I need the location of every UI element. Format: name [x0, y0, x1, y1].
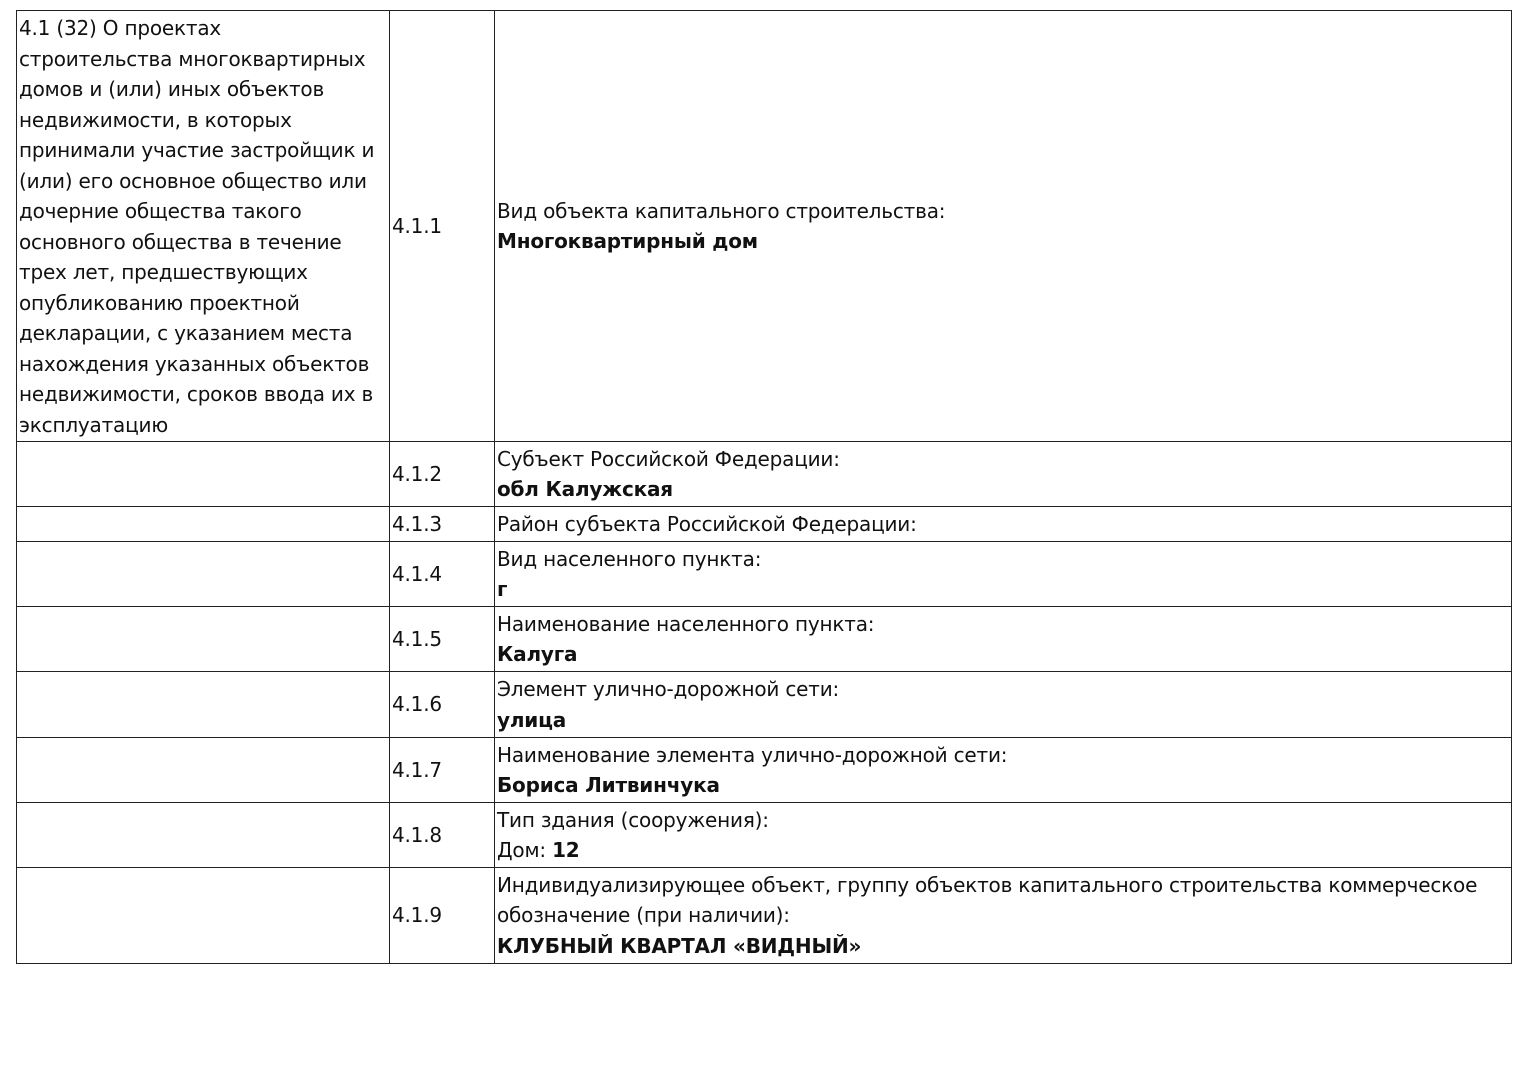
row-number: 4.1.7 [389, 737, 495, 803]
table-row: 4.1.7 Наименование элемента улично-дорож… [16, 737, 1512, 803]
table-row: 4.1.8 Тип здания (сооружения): Дом: 12 [16, 802, 1512, 868]
title-line: основного общества в течение [19, 229, 342, 254]
title-line: недвижимости, сроков ввода их в [19, 382, 374, 406]
title-line: строительства многоквартирных [19, 46, 366, 71]
row-number: 4.1.4 [389, 541, 495, 607]
row-number: 4.1.1 [389, 10, 495, 442]
row-value: Калуга [497, 642, 578, 666]
row-content: Район субъекта Российской Федерации: [494, 506, 1512, 542]
title-line: 4.1 (32) О проектах [19, 16, 222, 40]
row-number: 4.1.9 [389, 867, 495, 964]
row-label: Субъект Российской Федерации: [497, 446, 840, 471]
row-value: Многоквартирный дом [497, 229, 758, 253]
row-content: Элемент улично-дорожной сети: улица [494, 671, 1512, 738]
row-number: 4.1.8 [389, 802, 495, 868]
project-info-table: 4.1 (32) О проектах строительства многок… [16, 10, 1512, 964]
empty-cell [16, 506, 390, 542]
empty-cell [16, 541, 390, 607]
title-line: эксплуатацию [19, 412, 168, 437]
table-row: 4.1.9 Индивидуализирующее объект, группу… [16, 867, 1512, 964]
row-content: Вид объекта капитального строительства: … [494, 10, 1512, 442]
value-prefix: Дом: [497, 838, 546, 862]
empty-cell [16, 606, 390, 672]
title-line: домов и (или) иных объектов [19, 77, 325, 101]
row-label: Наименование элемента улично-дорожной се… [497, 742, 1008, 767]
title-line: недвижимости, в которых [19, 107, 292, 132]
row-value: Бориса Литвинчука [497, 773, 720, 797]
title-line: принимали участие застройщик и [19, 138, 375, 162]
row-label: Элемент улично-дорожной сети: [497, 677, 840, 701]
row-value: обл Калужская [497, 477, 673, 501]
title-line: опубликованию проектной [19, 290, 300, 315]
table-row: 4.1.4 Вид населенного пункта: г [16, 541, 1512, 607]
table-row: 4.1.5 Наименование населенного пункта: К… [16, 606, 1512, 672]
row-label: Район субъекта Российской Федерации: [497, 511, 917, 536]
row-value: улица [497, 707, 567, 732]
empty-cell [16, 737, 390, 803]
title-line: (или) его основное общество или [19, 168, 367, 193]
row-content: Индивидуализирующее объект, группу объек… [494, 867, 1512, 964]
row-number: 4.1.3 [389, 506, 495, 542]
row-label: Тип здания (сооружения): [497, 807, 769, 832]
row-value: КЛУБНЫЙ КВАРТАЛ «ВИДНЫЙ» [497, 933, 862, 958]
row-content: Субъект Российской Федерации: обл Калужс… [494, 441, 1512, 507]
table-row: 4.1.2 Субъект Российской Федерации: обл … [16, 441, 1512, 507]
row-content: Наименование элемента улично-дорожной се… [494, 737, 1512, 803]
empty-cell [16, 671, 390, 738]
row-label: Наименование населенного пункта: [497, 611, 875, 636]
row-number: 4.1.5 [389, 606, 495, 672]
row-label: Индивидуализирующее объект, группу объек… [497, 872, 1478, 897]
title-line: трех лет, предшествующих [19, 260, 308, 284]
row-content: Тип здания (сооружения): Дом: 12 [494, 802, 1512, 868]
title-line: декларации, с указанием места [19, 321, 353, 345]
table-row: 4.1 (32) О проектах строительства многок… [16, 10, 1512, 442]
table-row: 4.1.6 Элемент улично-дорожной сети: улиц… [16, 671, 1512, 738]
row-label: обозначение (при наличии): [497, 903, 790, 928]
empty-cell [16, 867, 390, 964]
row-number: 4.1.6 [389, 671, 495, 738]
row-value: г [497, 577, 508, 601]
title-line: дочерние общества такого [19, 199, 302, 223]
row-number: 4.1.2 [389, 441, 495, 507]
row-label: Вид объекта капитального строительства: [497, 198, 946, 223]
title-line: нахождения указанных объектов [19, 351, 370, 376]
section-title: 4.1 (32) О проектах строительства многок… [16, 10, 390, 442]
empty-cell [16, 802, 390, 868]
row-content: Наименование населенного пункта: Калуга [494, 606, 1512, 672]
row-content: Вид населенного пункта: г [494, 541, 1512, 607]
table-row: 4.1.3 Район субъекта Российской Федераци… [16, 506, 1512, 542]
row-label: Вид населенного пункта: [497, 546, 762, 571]
empty-cell [16, 441, 390, 507]
row-value-line: Дом: 12 [497, 835, 1511, 866]
row-value: 12 [552, 838, 580, 862]
